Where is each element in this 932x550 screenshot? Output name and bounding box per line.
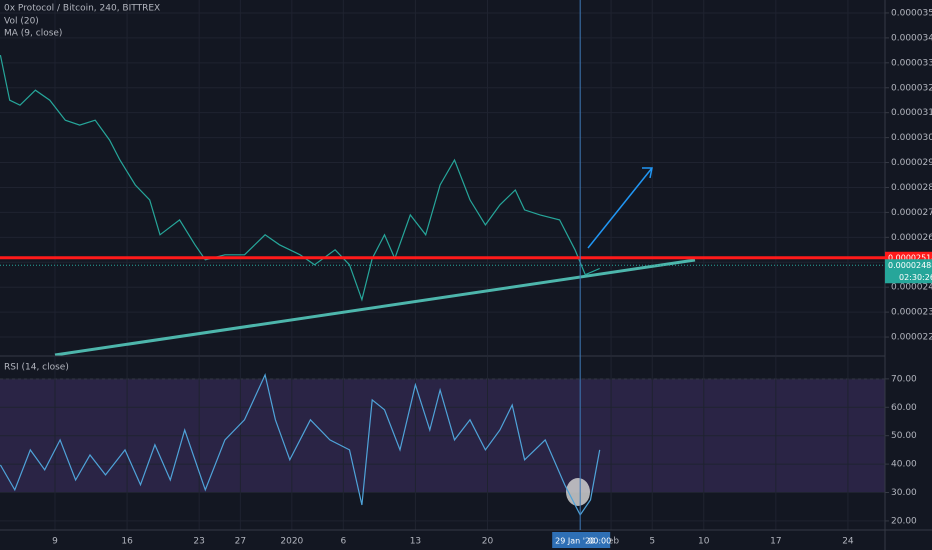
y-tick-label: 0.00002200 [891,333,932,343]
indicator-label: MA (9, close) [4,29,62,39]
x-tick-label: 27 [235,537,246,547]
rsi-line [0,373,601,517]
crosshair-date: 29 Jan '20 [555,537,595,546]
last-price-bg [885,259,932,284]
y-tick-label: 0.00002600 [891,233,932,243]
x-tick-label: Feb [603,537,619,547]
y-tick-label: 0.00003200 [891,83,932,93]
x-tick-label: 20 [482,537,494,547]
y-tick-label: 0.00003400 [891,33,932,43]
crosshair-label-bg [552,532,611,548]
y-tick-label: 0.00002800 [891,183,932,193]
arrow [587,167,653,249]
y-tick-label: 50.00 [891,431,917,441]
y-tick-label: 70.00 [891,374,917,384]
y-tick-label: 0.00002700 [891,208,932,218]
y-tick-label: 0.00002300 [891,308,932,318]
x-tick-label: 10 [698,537,710,547]
arrow-head [642,167,653,179]
y-tick-label: 30.00 [891,488,917,498]
crosshair-time: 00:00 [588,537,611,546]
y-tick-label: 0.00003500 [891,8,932,18]
x-tick-label: 23 [193,537,204,547]
x-tick-label: 5 [649,537,655,547]
x-tick-label: 2020 [280,537,303,547]
x-tick-label: 24 [842,537,854,547]
price-label: 0.00002518 [888,253,932,262]
y-tick-label: 60.00 [891,403,917,413]
rsi-title: RSI (14, close) [4,363,69,373]
y-tick-label: 40.00 [891,460,917,470]
x-tick-label: 16 [121,537,133,547]
price-label-bg [885,251,932,264]
y-tick-label: 0.00003300 [891,58,932,68]
y-tick-label: 0.00003000 [891,133,932,143]
x-tick-label: 9 [52,537,58,547]
highlight-circle [566,478,590,506]
y-tick-label: 20.00 [891,516,917,526]
x-tick-label: 13 [410,537,421,547]
indicator-label: Vol (20) [4,17,39,27]
y-tick-label: 0.00003100 [891,108,932,118]
last-price-label: 0.00002488 [888,261,932,270]
price-line [0,54,600,302]
x-tick-label: 6 [340,537,346,547]
y-tick-label: 0.00002400 [891,283,932,293]
countdown: 02:30:26 [899,273,932,282]
x-tick-label: 17 [770,537,781,547]
trend-line [54,258,696,357]
y-tick-label: 0.00002900 [891,158,932,168]
chart-title: 0x Protocol / Bitcoin, 240, BITTREX [4,4,160,14]
